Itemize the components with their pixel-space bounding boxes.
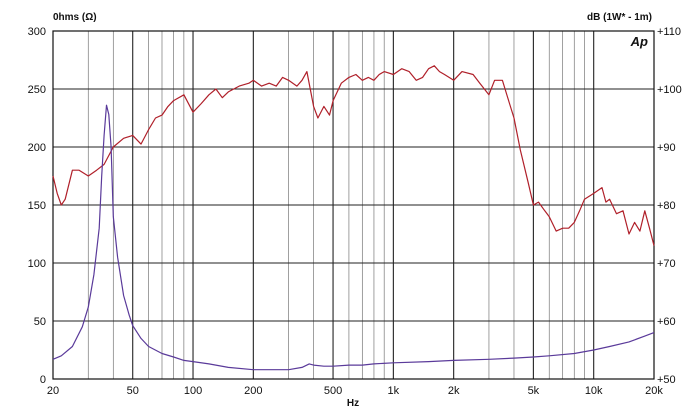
y-right-axis-label: dB (1W* - 1m) <box>587 12 652 23</box>
y-right-tick-label: +80 <box>657 200 676 212</box>
chart-grid <box>53 31 654 379</box>
y-right-tick-label: +60 <box>657 316 676 328</box>
chart-series <box>52 65 655 371</box>
y-right-tick-label: +90 <box>657 142 676 154</box>
x-tick-label: 1k <box>388 385 400 397</box>
y-left-tick-label: 150 <box>28 200 46 212</box>
y-right-tick-label: +50 <box>657 374 676 386</box>
impedance-line <box>52 104 655 371</box>
spl-response-line <box>52 65 655 246</box>
y-left-tick-label: 200 <box>28 142 46 154</box>
y-left-tick-label: 300 <box>28 26 46 38</box>
ap-logo: Ap <box>630 34 648 49</box>
x-tick-label: 200 <box>244 385 262 397</box>
x-tick-labels: 20 50 100 200 500 1k 2k 5k 10k 20k <box>47 385 663 397</box>
plot-frame <box>52 30 655 380</box>
y-left-axis-label: 0hms (Ω) <box>53 12 97 23</box>
y-right-tick-label: +110 <box>657 26 681 38</box>
x-tick-label: 2k <box>448 385 460 397</box>
x-tick-label: 10k <box>585 385 603 397</box>
x-tick-label: 500 <box>324 385 342 397</box>
y-right-tick-labels: +50 +60 +70 +80 +90 +100 +110 <box>657 26 682 386</box>
y-left-tick-label: 0 <box>40 374 46 386</box>
y-left-tick-label: 250 <box>28 84 46 96</box>
y-left-tick-label: 50 <box>34 316 46 328</box>
x-tick-label: 20 <box>47 385 59 397</box>
x-tick-label: 100 <box>184 385 202 397</box>
x-axis-label: Hz <box>347 398 359 409</box>
y-right-tick-label: +100 <box>657 84 682 96</box>
y-left-tick-labels: 0 50 100 150 200 250 300 <box>28 26 46 386</box>
y-right-tick-label: +70 <box>657 258 676 270</box>
x-tick-label: 50 <box>127 385 139 397</box>
y-left-tick-label: 100 <box>28 258 46 270</box>
x-tick-label: 20k <box>645 385 663 397</box>
x-tick-label: 5k <box>528 385 540 397</box>
